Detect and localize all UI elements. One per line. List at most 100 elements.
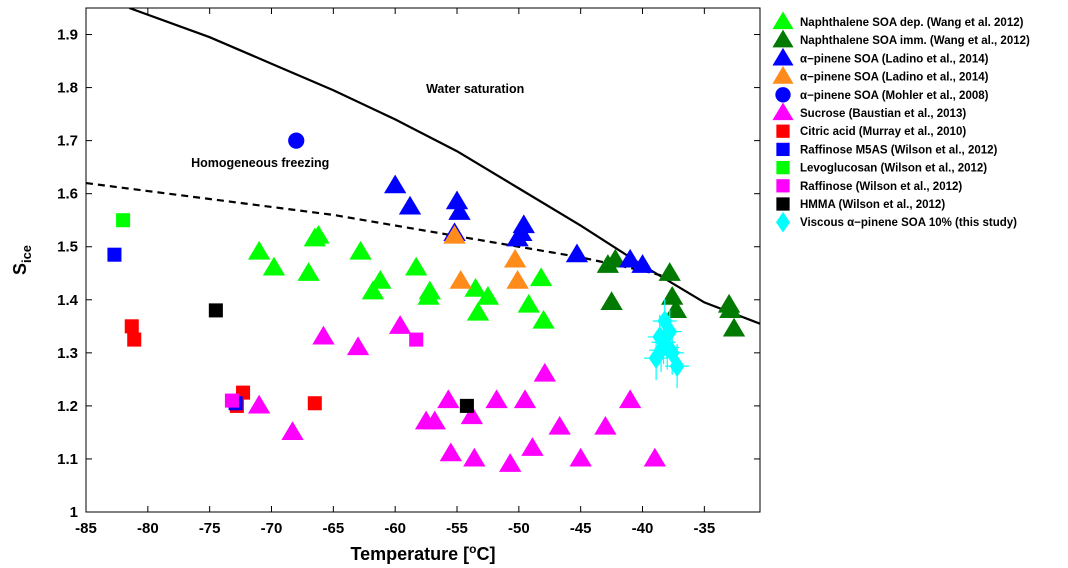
y-tick-label: 1.5 [57,239,78,256]
data-point [648,347,664,370]
data-point [476,285,500,305]
data-point [437,389,460,409]
plot-area: Water saturation Homogeneous freezing [86,8,760,472]
data-point [594,415,617,435]
legend-marker [776,197,790,211]
legend-label: α−pinene SOA (Mohler et al., 2008) [800,90,989,102]
data-point [661,285,684,305]
data-point [449,270,472,289]
legend-label: Sucrose (Baustian et al., 2013) [800,108,966,120]
x-tick-label: -60 [384,520,406,537]
legend-label: Viscous α−pinene SOA 10% (this study) [800,217,1017,229]
legend-marker [772,66,794,84]
data-point [664,299,688,318]
data-point [384,174,407,194]
legend-marker [772,29,794,48]
data-point [658,262,681,281]
data-point [565,243,589,263]
y-axis-label: Sice [10,245,34,275]
x-tick-label: -50 [508,520,530,537]
data-point [388,315,412,334]
legend-label: α−pinene SOA (Ladino et al., 2014) [800,72,989,84]
data-point [312,325,335,345]
y-tick-label: 1.7 [57,133,78,150]
legend-marker [776,160,790,175]
y-tick-label: 1.4 [57,292,79,309]
legend-marker [772,11,794,30]
data-point [499,453,522,472]
data-point [517,293,540,313]
data-point [722,317,746,337]
data-point [532,309,555,329]
legend-marker [776,179,790,193]
data-point [418,280,441,300]
x-tick-label: -80 [137,520,159,537]
x-tick-label: -35 [694,520,716,537]
data-point [459,398,474,413]
y-tick-label: 1 [70,504,78,521]
data-point [662,320,678,343]
x-tick-label: -85 [75,520,97,537]
data-point [307,396,322,411]
data-point [719,299,742,318]
data-point [464,278,487,297]
y-tick-label: 1.9 [57,27,78,44]
data-point [443,224,466,244]
data-point [127,332,142,347]
legend-label: Levoglucosan (Wilson et al., 2012) [800,163,987,175]
annotation-label: Water saturation [426,82,524,96]
data-point [631,254,654,273]
data-point [506,270,529,289]
x-tick-label: -55 [446,520,468,537]
legend: Naphthalene SOA dep. (Wang et al. 2012) N… [772,11,1030,233]
x-tick-label: -45 [570,520,592,537]
data-point [604,248,627,268]
data-point [463,447,486,467]
y-tick-label: 1.8 [57,80,78,97]
legend-marker [776,124,790,138]
data-point [569,447,592,467]
legend-label: Naphthalene SOA imm. (Wang et al., 2012) [800,35,1030,47]
legend-label: Naphthalene SOA dep. (Wang et al. 2012) [800,17,1024,29]
x-tick-label: -65 [322,520,344,537]
x-tick-label: -75 [199,520,221,537]
data-point [503,248,527,268]
data-point [236,385,251,400]
legend-marker [776,142,790,157]
data-point [409,332,424,347]
data-point [439,442,462,462]
data-point [297,262,320,281]
data-point [512,214,535,234]
homogeneous-freezing-line [86,181,674,280]
axes-frame [85,7,761,513]
data-point [521,437,544,456]
y-tick-label: 1.3 [57,345,78,362]
data-point [448,201,471,220]
data-point [349,240,372,260]
data-point [398,195,422,215]
y-tick-label: 1.6 [57,186,78,203]
axes: -85 -80 -75 -70 -65 -60 -55 -50 -45 -40 -35 1 1.1 1.2… [10,7,761,564]
data-point [361,280,385,300]
data-point [208,303,223,318]
data-point [460,405,484,425]
data-point [485,389,508,409]
x-axis-label: Temperature [oC] [350,542,495,564]
legend-marker [775,211,791,233]
data-point [445,190,469,210]
data-point [247,394,271,414]
annotation-label: Homogeneous freezing [191,156,329,170]
y-tick-label: 1.1 [57,451,78,468]
data-point [369,270,392,289]
legend-marker [772,47,794,66]
data-point [247,240,271,260]
legend-marker [775,87,791,103]
x-tick-label: -70 [261,520,283,537]
legend-label: α−pinene SOA (Ladino et al., 2014) [800,53,989,65]
data-point [346,336,370,356]
data-point [669,355,685,377]
legend-marker [772,102,794,121]
data-point [513,389,537,409]
data-point [618,389,642,409]
